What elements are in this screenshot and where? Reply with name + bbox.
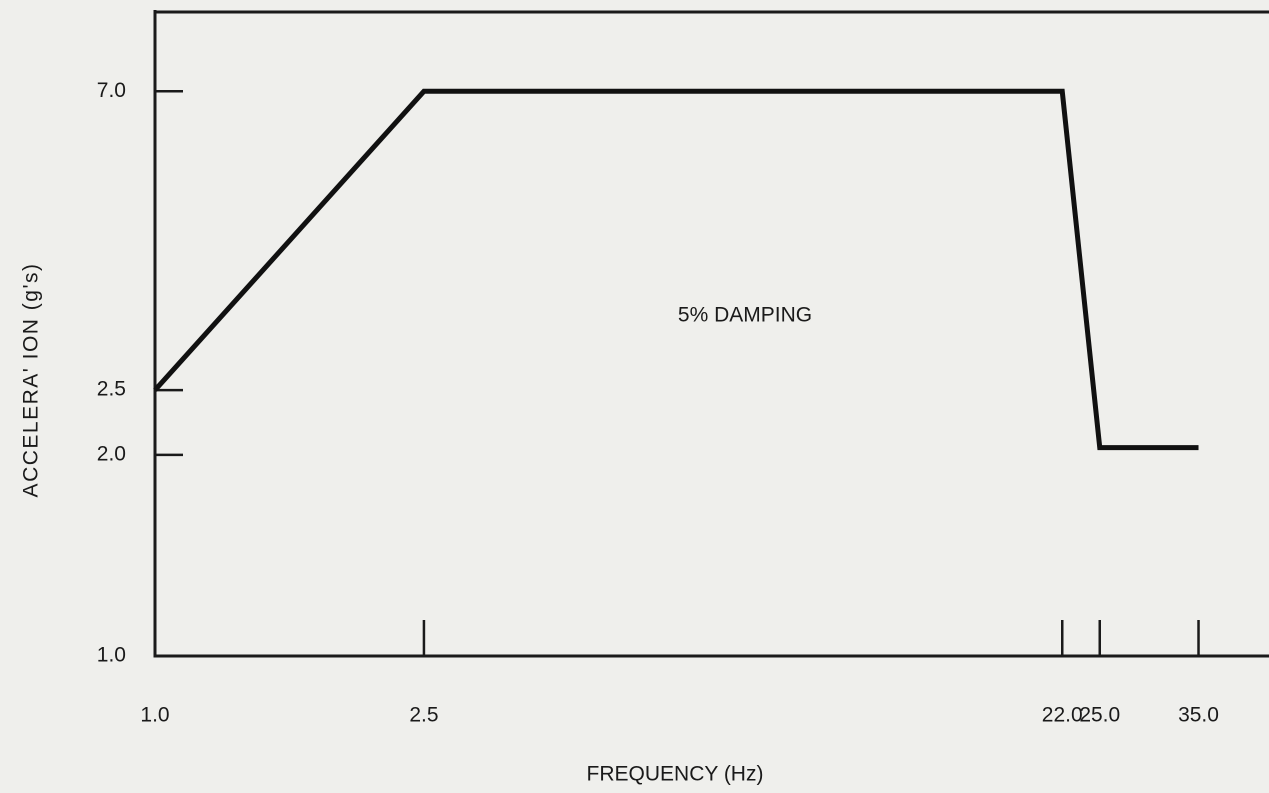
x-tick-label: 2.5 <box>409 704 438 727</box>
x-axis-label: FREQUENCY (Hz) <box>587 763 764 786</box>
plot-frame <box>153 10 1269 658</box>
x-tick-label: 35.0 <box>1178 704 1219 727</box>
y-tick-label: 7.0 <box>97 79 126 102</box>
y-tick-label: 1.0 <box>97 644 126 667</box>
y-tick-label: 2.0 <box>97 442 126 465</box>
x-tick-label: 25.0 <box>1079 704 1120 727</box>
y-axis-label: ACCELERA' ION (g's) <box>20 263 43 498</box>
data-line <box>153 88 1199 451</box>
x-tick-label: 22.0 <box>1042 704 1083 727</box>
x-tick-label: 1.0 <box>140 704 169 727</box>
annotation: 5% DAMPING <box>678 304 812 327</box>
y-tick-label: 2.5 <box>97 378 126 401</box>
